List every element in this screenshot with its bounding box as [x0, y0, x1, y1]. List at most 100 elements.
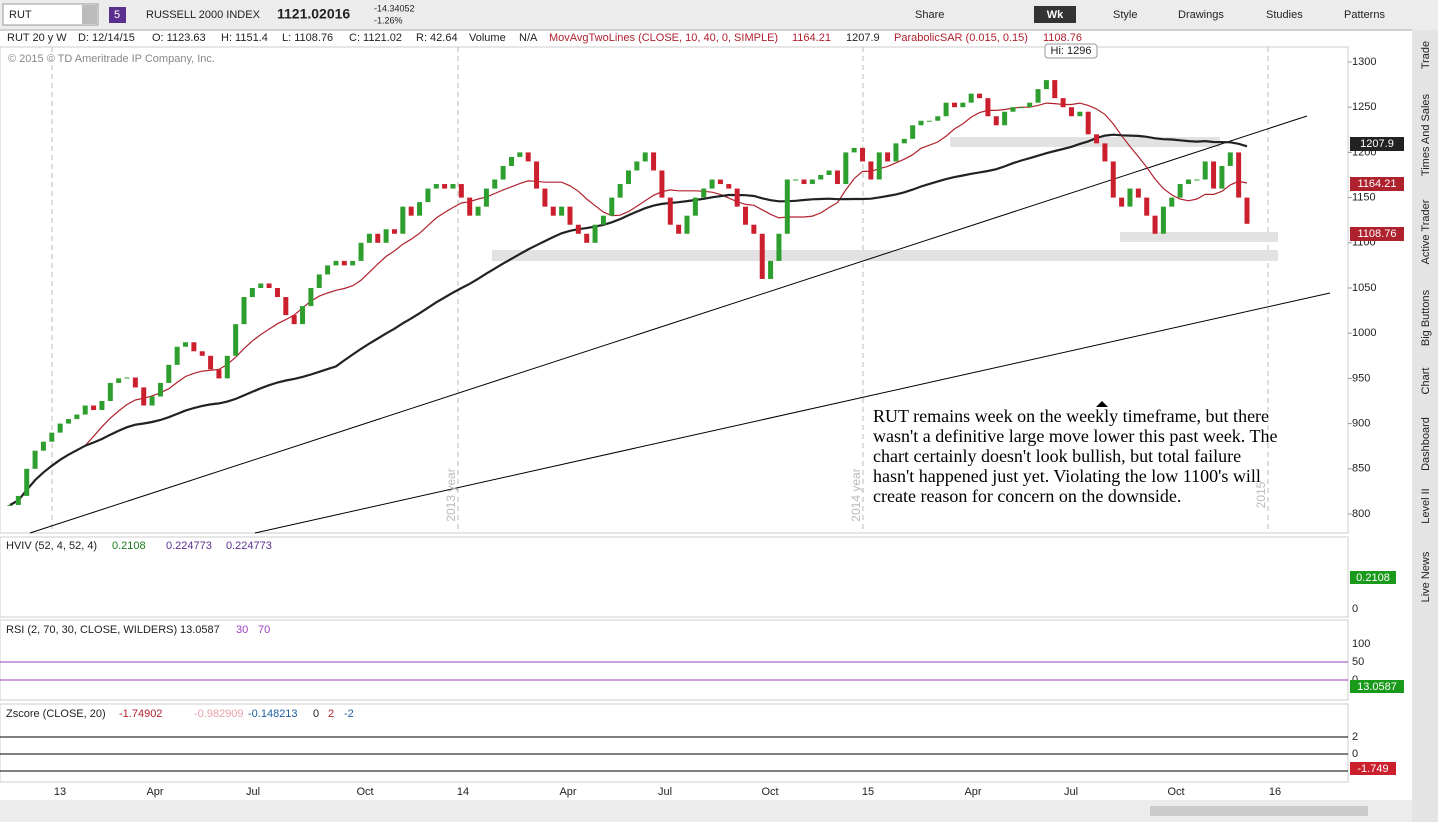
axis-label: 2	[1352, 731, 1358, 743]
candle	[667, 197, 673, 225]
candle	[584, 233, 590, 243]
candle	[951, 102, 957, 108]
candle	[7, 504, 13, 506]
study-value: 0.2108	[112, 540, 146, 552]
candle	[1194, 179, 1200, 181]
candle	[542, 188, 548, 207]
candle	[1177, 184, 1183, 198]
change-pct: -1.26%	[374, 15, 403, 25]
side-tab[interactable]: Level II	[1420, 488, 1432, 523]
x-tick-label: Oct	[761, 786, 778, 798]
candle	[1010, 107, 1016, 112]
side-tab[interactable]: Live News	[1420, 551, 1432, 602]
study-value: 0	[313, 708, 319, 720]
candle	[809, 179, 815, 185]
scrollbar[interactable]	[1150, 806, 1368, 816]
candle	[1236, 152, 1242, 198]
candle	[1102, 143, 1108, 162]
btn-share[interactable]: Share	[915, 9, 944, 21]
btn-drawings[interactable]: Drawings	[1178, 9, 1224, 21]
candle	[358, 242, 364, 261]
candle	[918, 120, 924, 126]
price-tag-label: 1164.21	[1358, 178, 1397, 190]
candle	[1160, 206, 1166, 234]
side-tab[interactable]: Times And Sales	[1420, 93, 1432, 176]
candle	[91, 405, 97, 411]
study: MovAvgTwoLines (CLOSE, 10, 40, 0, SIMPLE…	[549, 32, 778, 44]
candle	[901, 138, 907, 144]
candle	[249, 288, 255, 298]
candle	[191, 342, 197, 352]
candle	[1085, 111, 1091, 135]
side-tab[interactable]: Big Buttons	[1420, 289, 1432, 346]
btn-studies[interactable]: Studies	[1266, 9, 1303, 21]
candle	[843, 152, 849, 185]
candle	[885, 152, 891, 162]
price-tag	[1350, 227, 1404, 241]
candle	[684, 215, 690, 234]
moving-average	[9, 133, 1248, 506]
x-tick-label: Jul	[246, 786, 260, 798]
candle	[308, 288, 314, 307]
candle	[550, 206, 556, 216]
info-item: C: 1121.02	[349, 32, 402, 44]
y-tick-label: 900	[1352, 418, 1370, 430]
year-label: 2015	[1254, 481, 1268, 508]
btn-wk[interactable]: Wk	[1047, 9, 1064, 21]
axis-label: 100	[1352, 638, 1370, 650]
candle	[508, 156, 514, 166]
candle	[49, 432, 55, 442]
candle	[1185, 179, 1191, 185]
candle	[559, 206, 565, 216]
candle	[124, 377, 130, 379]
candle	[208, 355, 214, 370]
price-tag-label: 1108.76	[1358, 228, 1397, 240]
candle	[40, 441, 46, 451]
symbol: RUT	[9, 9, 32, 21]
candle	[82, 405, 88, 415]
side-tab[interactable]: Chart	[1420, 368, 1432, 395]
candle	[400, 206, 406, 234]
info-item: D: 12/14/15	[78, 32, 135, 44]
info-item: O: 1123.63	[152, 32, 206, 44]
candle	[166, 364, 172, 383]
candle	[433, 184, 439, 189]
rsi-panel	[0, 619, 1349, 701]
candle	[350, 260, 356, 266]
btn-style[interactable]: Style	[1113, 9, 1137, 21]
candle	[391, 229, 397, 234]
candle	[1127, 188, 1133, 207]
info-item: H: 1151.4	[221, 32, 268, 44]
candle	[1202, 161, 1208, 180]
candle	[926, 120, 932, 122]
candle	[525, 152, 531, 162]
copyright: © 2015 © TD Ameritrade IP Company, Inc.	[8, 53, 215, 65]
btn-patterns[interactable]: Patterns	[1344, 9, 1385, 21]
candle	[291, 315, 297, 325]
candle	[149, 396, 155, 406]
y-tick-label: 850	[1352, 463, 1370, 475]
side-tab[interactable]: Active Trader	[1420, 199, 1432, 264]
annotation-line: wasn't a definitive large move lower thi…	[873, 426, 1277, 446]
candle	[943, 102, 949, 117]
candle	[1002, 111, 1008, 126]
study-value: 1207.9	[846, 32, 880, 44]
symbol-box[interactable]	[2, 3, 99, 26]
side-tab[interactable]: Dashboard	[1420, 417, 1432, 471]
toolbar	[0, 0, 1438, 30]
study-value: -0.982909	[194, 708, 244, 720]
x-tick-label: Oct	[356, 786, 373, 798]
info-item: N/A	[519, 32, 538, 44]
candle	[375, 233, 381, 243]
side-tab[interactable]: Trade	[1420, 41, 1432, 69]
wk-bg[interactable]	[1034, 6, 1076, 23]
side-bar	[1412, 30, 1438, 822]
candle	[968, 93, 974, 103]
candle	[1211, 161, 1217, 189]
dropdown[interactable]	[82, 5, 97, 24]
info-item: RUT 20 y W	[7, 32, 67, 44]
study-value: 1164.21	[792, 32, 831, 44]
y-tick-label: 1150	[1352, 192, 1376, 204]
annotation-line: chart certainly doesn't look bullish, bu…	[873, 446, 1241, 466]
study-value: 0.224773	[166, 540, 212, 552]
